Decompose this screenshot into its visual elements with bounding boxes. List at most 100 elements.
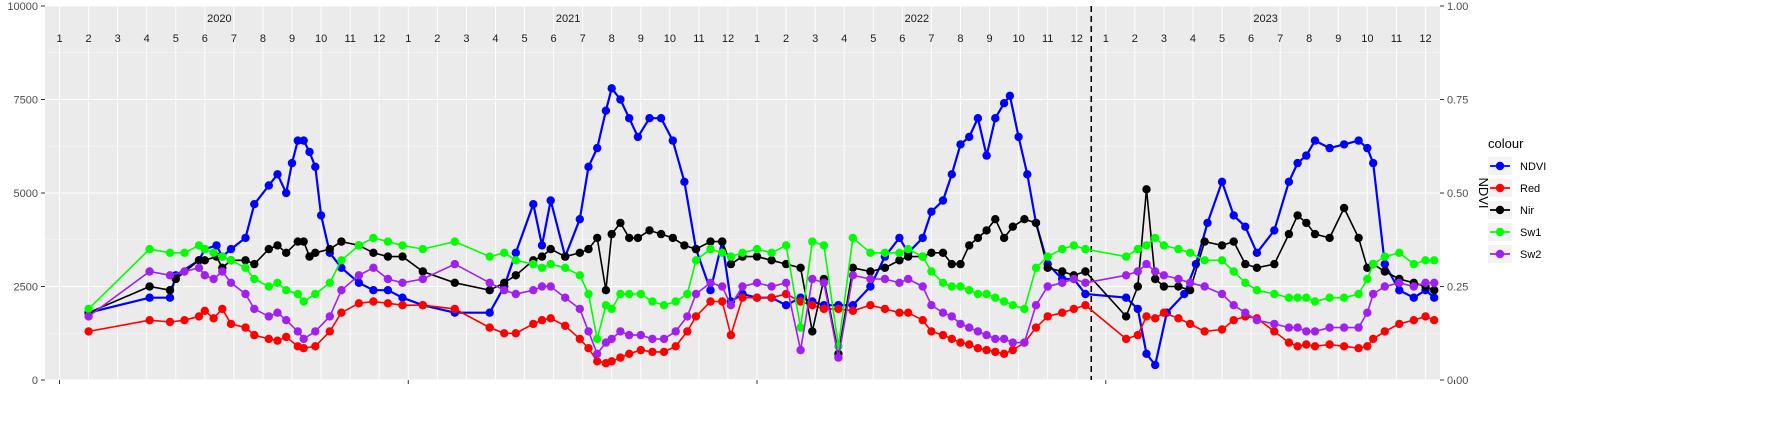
data-point-sw1 (1142, 241, 1151, 250)
data-point-sw1 (593, 334, 602, 344)
legend-title: colour (1488, 136, 1524, 151)
data-point-nir (575, 248, 584, 257)
right-axis-title: NDVI (1476, 177, 1491, 208)
data-point-red (1133, 330, 1143, 340)
data-point-red (1229, 316, 1238, 325)
data-point-nir (616, 218, 625, 228)
data-point-sw2 (671, 327, 680, 336)
data-point-sw1 (659, 301, 669, 310)
data-point-red (500, 329, 509, 338)
data-point-red (819, 304, 829, 314)
data-point-sw1 (738, 248, 747, 257)
data-point-ndvi (938, 196, 948, 205)
data-point-red (1200, 327, 1209, 336)
data-point-ndvi (625, 114, 634, 123)
data-point-sw2 (1421, 278, 1430, 287)
data-point-sw2 (1200, 282, 1209, 291)
data-point-ndvi (1395, 286, 1404, 295)
data-point-sw2 (325, 312, 334, 321)
data-point-sw2 (1069, 274, 1079, 284)
data-point-sw2 (1133, 267, 1143, 276)
month-label: 10 (1361, 33, 1373, 45)
data-point-red (982, 345, 991, 355)
data-point-sw2 (84, 312, 93, 321)
data-point-ndvi (927, 207, 936, 216)
data-point-nir (625, 233, 634, 243)
data-point-sw1 (607, 304, 616, 314)
month-label: 10 (1012, 33, 1024, 45)
data-point-red (529, 319, 538, 329)
data-point-sw2 (1031, 301, 1041, 310)
data-point-sw1 (808, 237, 817, 246)
data-point-ndvi (1229, 211, 1238, 220)
data-point-nir (1430, 286, 1439, 295)
data-point-sw1 (938, 278, 948, 287)
data-point-sw1 (398, 241, 407, 250)
data-point-red (625, 349, 634, 358)
data-point-ndvi (965, 132, 974, 142)
data-point-sw2 (1020, 338, 1029, 347)
data-point-ndvi (282, 188, 291, 198)
data-point-ndvi (383, 286, 393, 295)
month-label: 4 (492, 33, 498, 45)
left-axis-tick-label: 0 (32, 375, 38, 387)
data-point-ndvi (1339, 140, 1349, 149)
month-label: 4 (144, 33, 150, 45)
data-point-sw2 (500, 286, 509, 295)
data-point-sw2 (1293, 323, 1302, 332)
data-point-sw2 (880, 274, 890, 284)
data-point-red (209, 314, 218, 323)
data-point-nir (1252, 263, 1262, 272)
data-point-sw2 (250, 304, 259, 314)
data-point-sw1 (529, 259, 538, 269)
data-point-red (311, 342, 320, 351)
data-point-sw2 (282, 316, 291, 325)
month-label: 8 (609, 33, 615, 45)
data-point-sw1 (282, 286, 291, 295)
data-point-sw2 (584, 327, 593, 336)
data-point-red (575, 334, 584, 344)
data-point-red (241, 323, 250, 332)
data-point-nir (282, 248, 291, 257)
data-point-sw2 (1380, 282, 1390, 291)
data-point-nir (1008, 222, 1017, 231)
data-point-sw1 (1369, 259, 1378, 269)
legend-label: Red (1520, 183, 1540, 195)
data-point-sw2 (848, 271, 858, 280)
data-point-red (616, 353, 625, 362)
year-label: 2021 (556, 13, 580, 25)
data-point-sw1 (1043, 252, 1052, 261)
data-point-nir (973, 233, 983, 243)
data-point-ndvi (369, 286, 378, 295)
data-point-sw1 (1270, 289, 1279, 299)
data-point-nir (369, 248, 378, 257)
data-point-sw1 (264, 282, 273, 291)
data-point-nir (398, 252, 407, 261)
data-point-ndvi (982, 151, 991, 160)
data-point-red (383, 299, 393, 308)
data-point-red (796, 297, 805, 306)
data-point-ndvi (537, 241, 547, 250)
data-point-sw1 (904, 244, 913, 254)
data-point-ndvi (485, 308, 494, 317)
data-point-nir (1270, 259, 1279, 269)
data-point-red (752, 293, 762, 302)
data-point-nir (956, 259, 965, 269)
data-point-sw2 (561, 293, 570, 302)
data-point-sw1 (636, 289, 645, 299)
data-point-red (938, 330, 948, 340)
data-point-nir (418, 267, 427, 276)
data-point-sw1 (927, 267, 936, 276)
month-label: 12 (1419, 33, 1431, 45)
data-point-sw1 (718, 248, 727, 257)
data-point-ndvi (1081, 289, 1090, 299)
data-point-sw2 (918, 282, 927, 291)
month-label: 6 (202, 33, 208, 45)
data-point-red (511, 329, 520, 338)
month-label: 2 (86, 33, 92, 45)
data-point-sw2 (1270, 319, 1279, 329)
data-point-ndvi (398, 293, 407, 302)
data-point-sw2 (293, 327, 302, 336)
data-point-sw2 (866, 274, 875, 284)
data-point-sw2 (781, 278, 791, 287)
